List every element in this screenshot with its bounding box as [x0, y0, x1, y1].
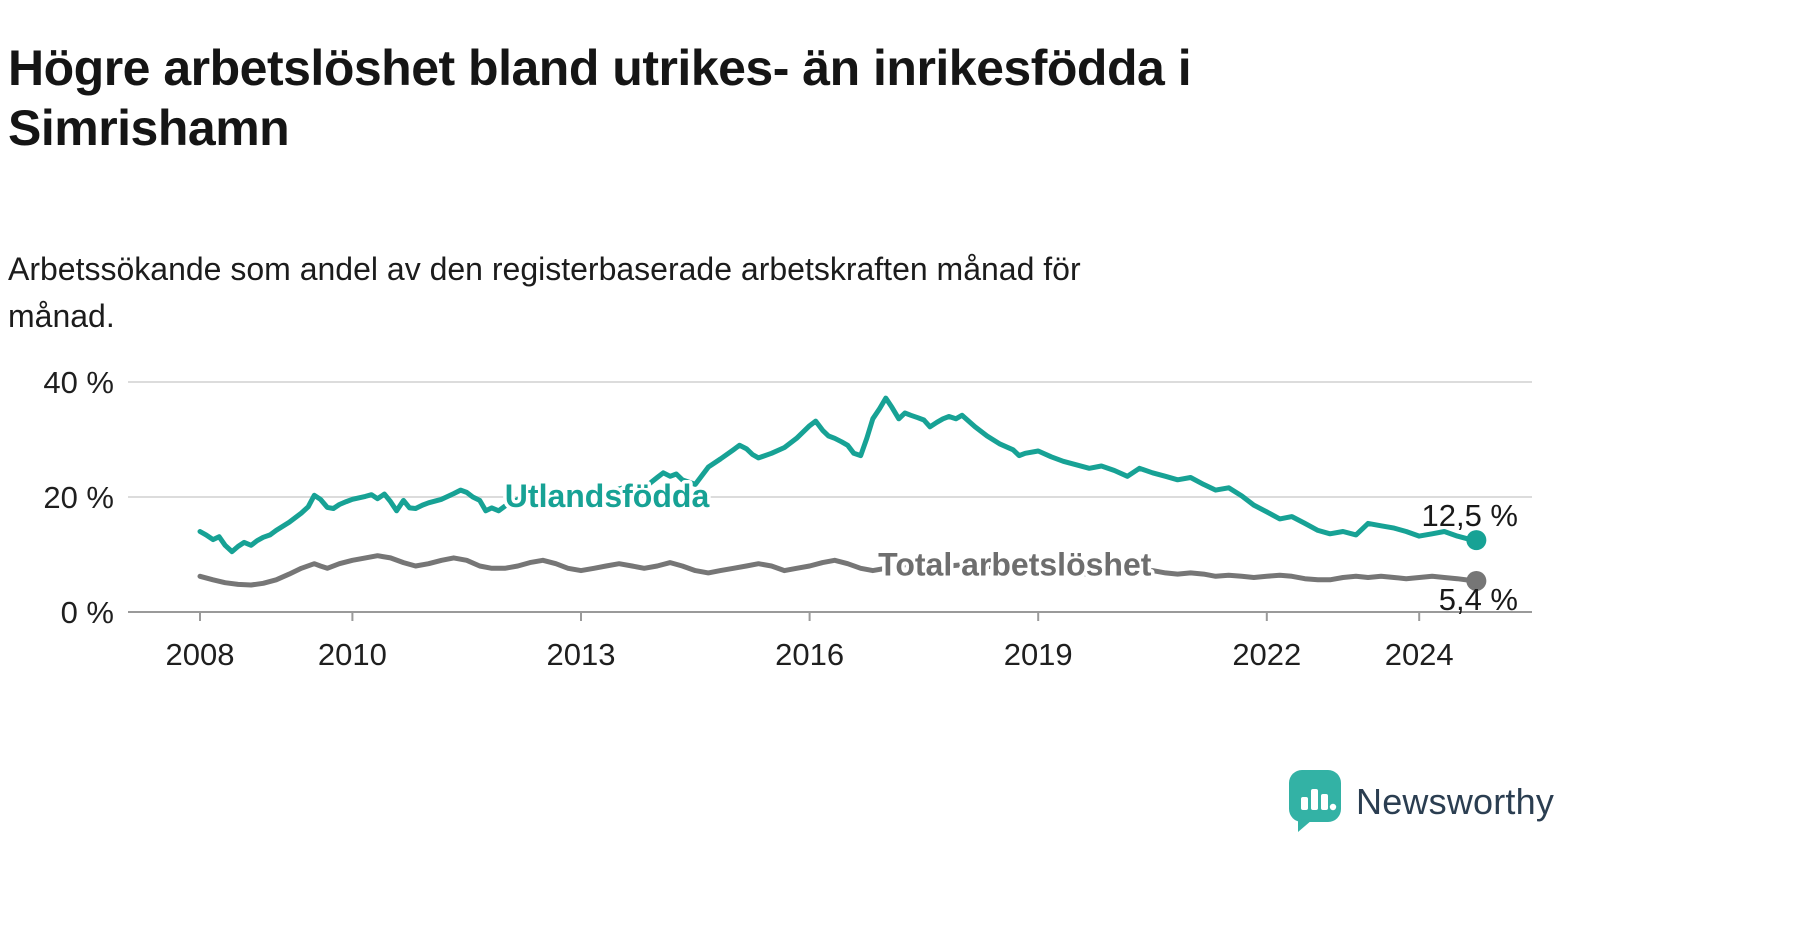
x-tick-label-2022: 2022: [1232, 637, 1301, 672]
chart-subtitle-line-2: månad.: [8, 298, 115, 334]
end-value-label-utlandsf-dda: 12,5 %: [1421, 498, 1518, 533]
x-tick-label-2013: 2013: [547, 637, 616, 672]
page-title-line-1: Högre arbetslöshet bland utrikes- än inr…: [8, 39, 1192, 96]
x-tick-label-2024: 2024: [1385, 637, 1454, 672]
x-tick-label-2019: 2019: [1004, 637, 1073, 672]
series-line-utlandsf-dda: [197, 395, 1479, 555]
series-label-utlandsf-dda: Utlandsfödda: [505, 478, 710, 514]
x-tick-label-2008: 2008: [166, 637, 235, 672]
end-dot-total-arbetsl-shet: [1466, 570, 1487, 591]
series-line-total-arbetsl-shet: [197, 553, 1479, 588]
newsworthy-logo-text: Newsworthy: [1356, 780, 1555, 822]
end-value-label-total-arbetsl-shet: 5,4 %: [1439, 582, 1518, 617]
chart-subtitle-line-1: Arbetssökande som andel av den registerb…: [8, 251, 1081, 287]
x-tick-label-2010: 2010: [318, 637, 387, 672]
newsworthy-logo-icon: [1289, 770, 1341, 832]
newsworthy-logo: Newsworthy: [1288, 770, 1554, 833]
x-tick-label-2016: 2016: [775, 637, 844, 672]
unemployment-line-chart: 40 % 20 % 0 % 2008 2010 2013 2016 2019 2022 2024 U…: [43, 365, 1532, 672]
series-label-total-arbetsl-shet: Total arbetslöshet: [878, 546, 1152, 582]
page-title: Högre arbetslöshet bland utrikes- än inr…: [8, 38, 1608, 158]
y-tick-label-20: 20 %: [43, 480, 114, 515]
end-dot-utlandsf-dda: [1466, 530, 1487, 551]
chart-subtitle: Arbetssökande som andel av den registerb…: [8, 246, 1528, 340]
y-tick-label-40: 40 %: [43, 365, 114, 400]
y-tick-label-0: 0 %: [61, 595, 114, 630]
page-title-line-2: Simrishamn: [8, 99, 290, 156]
